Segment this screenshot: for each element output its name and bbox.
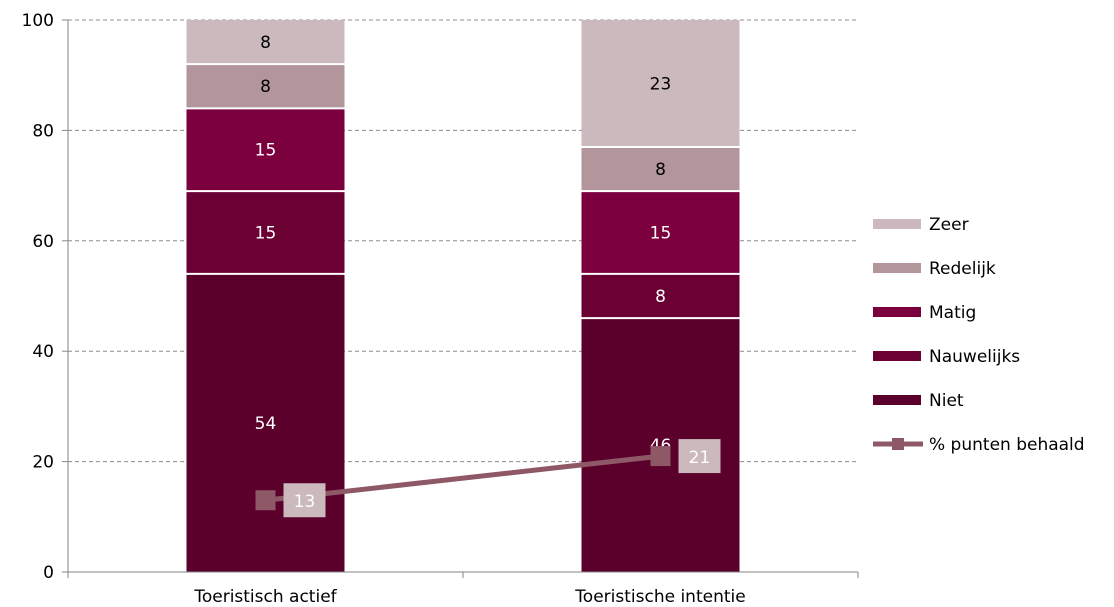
line-label-box xyxy=(283,483,326,518)
bar-segment xyxy=(186,273,345,572)
legend-line-marker xyxy=(892,438,904,450)
y-tick-label: 80 xyxy=(32,121,54,141)
bar-segment xyxy=(581,20,740,147)
line-value-label: 13 xyxy=(294,492,316,512)
legend-swatch xyxy=(873,263,921,273)
line-marker xyxy=(255,490,276,511)
y-tick-label: 0 xyxy=(43,563,54,583)
legend-label: Redelijk xyxy=(929,259,996,279)
segment-value-label: 54 xyxy=(255,414,277,434)
legend-label: Matig xyxy=(929,303,976,323)
y-tick-label: 20 xyxy=(32,453,54,473)
bar-segment xyxy=(186,64,345,109)
legend-swatch xyxy=(873,351,921,361)
bar-segment xyxy=(186,20,345,65)
y-tick-label: 100 xyxy=(22,11,54,31)
segment-value-label: 8 xyxy=(655,160,666,180)
segment-value-label: 8 xyxy=(260,33,271,53)
line-path xyxy=(265,453,661,503)
bar-segment xyxy=(186,191,345,274)
line-marker xyxy=(650,446,671,467)
legend-swatch xyxy=(873,395,921,405)
legend-label: % punten behaald xyxy=(929,435,1085,455)
y-tick-label: 40 xyxy=(32,342,54,362)
legend-label: Nauwelijks xyxy=(929,347,1020,367)
line-label-box xyxy=(678,439,721,474)
legend: Zeer Redelijk Matig Nauwelijks Niet % punten … xyxy=(873,215,1085,455)
segment-value-label: 15 xyxy=(255,141,277,161)
bar-segment xyxy=(581,191,740,274)
line-series: 13 21 xyxy=(255,439,721,518)
x-category-label: Toeristisch actief xyxy=(193,587,337,607)
line-value-label: 21 xyxy=(689,448,711,468)
bar-segment xyxy=(581,146,740,192)
segment-value-label: 15 xyxy=(255,224,277,244)
segment-value-label: 23 xyxy=(650,74,672,94)
axes: 0 20 40 60 80 100 Toeristisch actief Toeristisc… xyxy=(22,11,859,607)
legend-swatch xyxy=(873,219,921,229)
legend-label: Niet xyxy=(929,391,964,411)
bar-segment xyxy=(186,108,345,192)
segment-value-label: 8 xyxy=(655,287,666,307)
legend-label: Zeer xyxy=(929,215,969,235)
y-tick-label: 60 xyxy=(32,232,54,252)
bar-segment xyxy=(581,273,740,319)
segment-value-label: 15 xyxy=(650,224,672,244)
segment-value-label: 8 xyxy=(260,77,271,97)
x-category-label: Toeristische intentie xyxy=(574,587,745,607)
legend-swatch xyxy=(873,307,921,317)
